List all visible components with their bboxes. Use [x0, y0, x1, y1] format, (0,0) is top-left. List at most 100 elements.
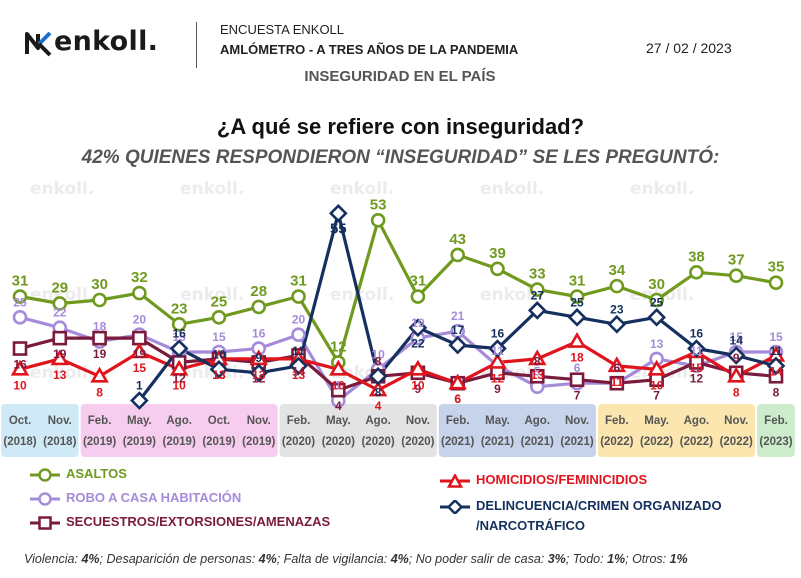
footer-item-label: ; No poder salir de casa:	[408, 552, 548, 566]
legend-square-marker-icon	[30, 515, 60, 530]
data-point	[52, 330, 68, 346]
legend-circle-marker-icon	[30, 467, 60, 482]
data-point	[490, 261, 505, 277]
header: enkoll. ENCUESTA ENKOLL AMLÓMETRO - A TR…	[0, 0, 801, 100]
year-band	[80, 404, 278, 457]
data-point	[132, 285, 147, 301]
data-label: 10	[212, 347, 226, 361]
data-label: 9	[733, 351, 740, 365]
x-tick-year: (2022)	[680, 436, 713, 448]
data-label: 28	[250, 283, 267, 300]
year-band	[279, 404, 437, 457]
data-label: 10	[172, 378, 186, 392]
data-label: 15	[690, 361, 704, 375]
data-point	[329, 359, 348, 376]
watermark-text: enkoll.	[180, 363, 244, 383]
data-point	[368, 366, 388, 386]
data-point	[368, 380, 388, 397]
data-point	[448, 373, 467, 390]
x-tick-month: Ago.	[166, 415, 192, 427]
data-label: 8	[375, 385, 382, 399]
data-point	[649, 292, 664, 308]
footer-item-label: ; Otros:	[625, 552, 670, 566]
header-divider	[196, 22, 197, 68]
data-label: 31	[569, 273, 586, 290]
data-label: 14	[730, 333, 744, 347]
legend-label: ASALTOS	[66, 466, 127, 481]
data-point	[448, 335, 468, 355]
data-point	[647, 307, 666, 327]
data-label: 53	[370, 196, 387, 213]
x-tick-year: (2022)	[720, 436, 753, 448]
legend-homicides: HOMICIDIOS/FEMINICIDIOS	[440, 472, 647, 488]
data-label: 5	[534, 365, 541, 379]
x-tick-year: (2021)	[441, 436, 474, 448]
enkoll-logo-icon	[25, 31, 52, 56]
x-tick-year: (2022)	[640, 436, 673, 448]
data-label: 17	[451, 323, 465, 337]
data-label: 32	[131, 269, 148, 286]
x-tick-month: Feb.	[605, 415, 629, 427]
data-point	[169, 339, 189, 358]
data-label: 18	[570, 351, 584, 365]
data-label: 14	[292, 364, 306, 378]
data-point	[52, 296, 68, 311]
brand-logo: enkoll.	[24, 26, 158, 58]
data-label: 13	[650, 337, 664, 351]
data-label: 11	[292, 344, 305, 358]
data-label: 11	[491, 344, 504, 358]
data-point	[567, 332, 587, 348]
footer-item-value: 4%	[390, 552, 409, 566]
data-point	[529, 368, 545, 384]
data-point	[607, 314, 627, 334]
data-point	[408, 318, 428, 338]
data-point	[370, 212, 386, 228]
year-band	[1, 404, 79, 457]
data-point	[488, 339, 507, 358]
data-label: 15	[172, 330, 186, 344]
data-label: 12	[690, 371, 704, 385]
data-point	[291, 327, 306, 342]
data-label: 25	[650, 295, 664, 309]
x-tick-month: Nov.	[724, 415, 748, 427]
data-point	[92, 292, 107, 308]
data-label: 13	[252, 368, 266, 382]
data-point	[12, 341, 28, 356]
data-label: 4	[335, 399, 342, 413]
data-point	[726, 366, 746, 383]
data-label: 31	[410, 273, 427, 290]
data-label: 1	[335, 379, 342, 393]
data-point	[529, 282, 545, 297]
footer-item-value: 4%	[81, 552, 100, 566]
data-label: 6	[613, 361, 620, 375]
brand-name: enkoll.	[54, 26, 159, 57]
x-tick-month: Nov.	[48, 415, 72, 427]
data-point	[10, 359, 30, 376]
data-label: 25	[570, 295, 584, 309]
data-point	[12, 310, 28, 325]
x-tick-month: Feb.	[287, 415, 311, 427]
data-label: 25	[13, 295, 27, 309]
footer-item-value: 1%	[607, 552, 626, 566]
footer-item-label: ; Todo:	[565, 552, 608, 566]
data-point	[687, 339, 706, 358]
data-point	[728, 268, 744, 284]
data-point	[726, 346, 746, 365]
data-label: 11	[610, 375, 623, 389]
data-point	[569, 289, 585, 304]
survey-name: ENCUESTA ENKOLL	[220, 22, 345, 37]
data-label: 23	[610, 302, 624, 316]
data-point	[130, 391, 149, 410]
x-tick-month: May.	[326, 415, 351, 427]
data-label: 31	[12, 273, 29, 290]
x-tick-year: (2023)	[759, 436, 792, 448]
x-tick-year: (2022)	[600, 436, 633, 448]
data-label: 34	[608, 262, 625, 279]
data-label: 10	[650, 378, 664, 392]
x-tick-year: (2019)	[83, 436, 116, 448]
data-label: 30	[648, 276, 665, 293]
x-tick-month: Nov.	[247, 415, 271, 427]
footer-item-label: ; Desaparición de personas:	[99, 552, 259, 566]
data-point	[50, 349, 70, 366]
data-point	[768, 275, 784, 290]
